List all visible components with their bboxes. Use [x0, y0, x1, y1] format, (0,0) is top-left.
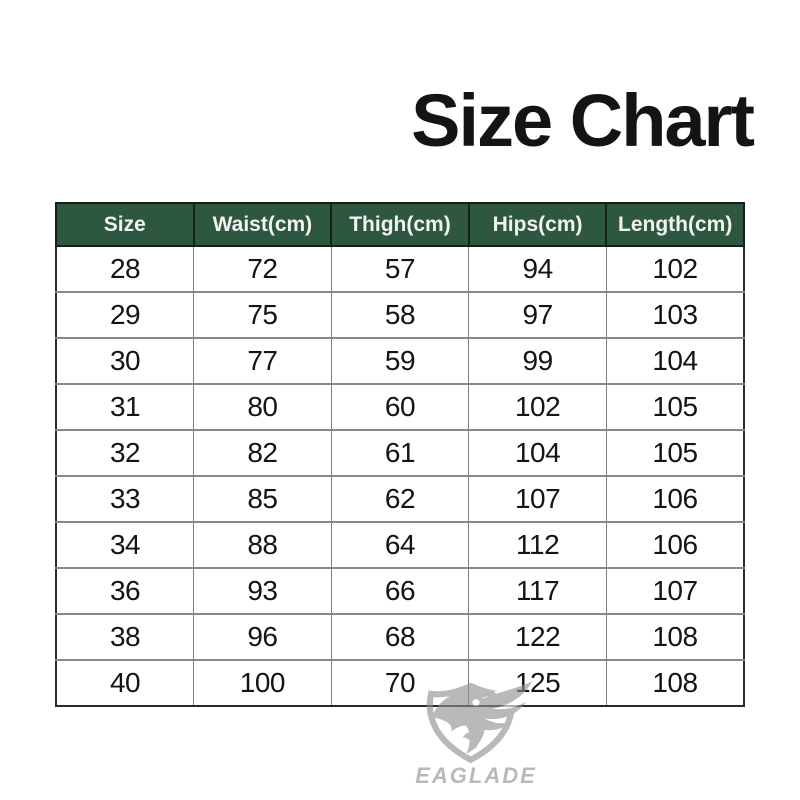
- table-cell: 75: [193, 291, 332, 339]
- table-row: 34 88 64 112 106: [55, 521, 745, 569]
- table-cell: 107: [605, 567, 745, 615]
- table-cell: 96: [193, 613, 332, 661]
- table-cell: 57: [330, 245, 470, 293]
- table-cell: 38: [55, 613, 195, 661]
- table-cell: 64: [330, 521, 470, 569]
- table-cell: 105: [605, 383, 745, 431]
- page-title: Size Chart: [411, 79, 755, 162]
- table-row: 40 100 70 125 108: [55, 659, 745, 707]
- table-cell: 80: [193, 383, 332, 431]
- table-cell: 100: [193, 659, 332, 707]
- table-cell: 88: [193, 521, 332, 569]
- table-cell: 59: [330, 337, 470, 385]
- table-header-cell: Waist(cm): [192, 202, 333, 247]
- table-row: 38 96 68 122 108: [55, 613, 745, 661]
- table-cell: 104: [605, 337, 745, 385]
- table-cell: 29: [55, 291, 195, 339]
- table-header-cell: Size: [55, 202, 195, 247]
- table-body: 28 72 57 94 102 29 75 58 97 103 30 77 59 99 104 31 80 60 1…: [55, 245, 745, 707]
- table-cell: 94: [468, 245, 607, 293]
- table-cell: 82: [193, 429, 332, 477]
- table-cell: 32: [55, 429, 195, 477]
- table-cell: 68: [330, 613, 470, 661]
- table-cell: 31: [55, 383, 195, 431]
- table-cell: 85: [193, 475, 332, 523]
- table-header: Size Waist(cm) Thigh(cm) Hips(cm) Length(cm): [55, 202, 745, 247]
- size-chart-table: Size Waist(cm) Thigh(cm) Hips(cm) Length(cm)…: [55, 202, 745, 707]
- table-cell: 102: [468, 383, 607, 431]
- table-cell: 62: [330, 475, 470, 523]
- table-cell: 106: [605, 521, 745, 569]
- table-row: 28 72 57 94 102: [55, 245, 745, 293]
- table-cell: 125: [468, 659, 607, 707]
- table-cell: 108: [605, 613, 745, 661]
- table-cell: 99: [468, 337, 607, 385]
- table-cell: 77: [193, 337, 332, 385]
- table-cell: 66: [330, 567, 470, 615]
- table-cell: 72: [193, 245, 332, 293]
- table-row: 29 75 58 97 103: [55, 291, 745, 339]
- brand-name: EAGLADE: [415, 763, 537, 788]
- table-header-cell: Length(cm): [605, 202, 745, 247]
- table-cell: 70: [330, 659, 470, 707]
- table-cell: 106: [605, 475, 745, 523]
- table-cell: 34: [55, 521, 195, 569]
- table-cell: 103: [605, 291, 745, 339]
- table-cell: 60: [330, 383, 470, 431]
- table-row: 30 77 59 99 104: [55, 337, 745, 385]
- table-cell: 30: [55, 337, 195, 385]
- table-cell: 61: [330, 429, 470, 477]
- table-cell: 36: [55, 567, 195, 615]
- table-row: 32 82 61 104 105: [55, 429, 745, 477]
- table-header-cell: Thigh(cm): [330, 202, 470, 247]
- table-row: 31 80 60 102 105: [55, 383, 745, 431]
- table-cell: 117: [468, 567, 607, 615]
- table-header-cell: Hips(cm): [467, 202, 608, 247]
- table-row: 36 93 66 117 107: [55, 567, 745, 615]
- table-cell: 112: [468, 521, 607, 569]
- table-cell: 105: [605, 429, 745, 477]
- table-cell: 104: [468, 429, 607, 477]
- table-cell: 97: [468, 291, 607, 339]
- table-cell: 40: [55, 659, 195, 707]
- table-cell: 108: [605, 659, 745, 707]
- table-header-row: Size Waist(cm) Thigh(cm) Hips(cm) Length(cm): [55, 202, 745, 247]
- table-cell: 122: [468, 613, 607, 661]
- table-cell: 33: [55, 475, 195, 523]
- table-row: 33 85 62 107 106: [55, 475, 745, 523]
- table-cell: 102: [605, 245, 745, 293]
- table-cell: 93: [193, 567, 332, 615]
- table-cell: 107: [468, 475, 607, 523]
- table-cell: 58: [330, 291, 470, 339]
- table-cell: 28: [55, 245, 195, 293]
